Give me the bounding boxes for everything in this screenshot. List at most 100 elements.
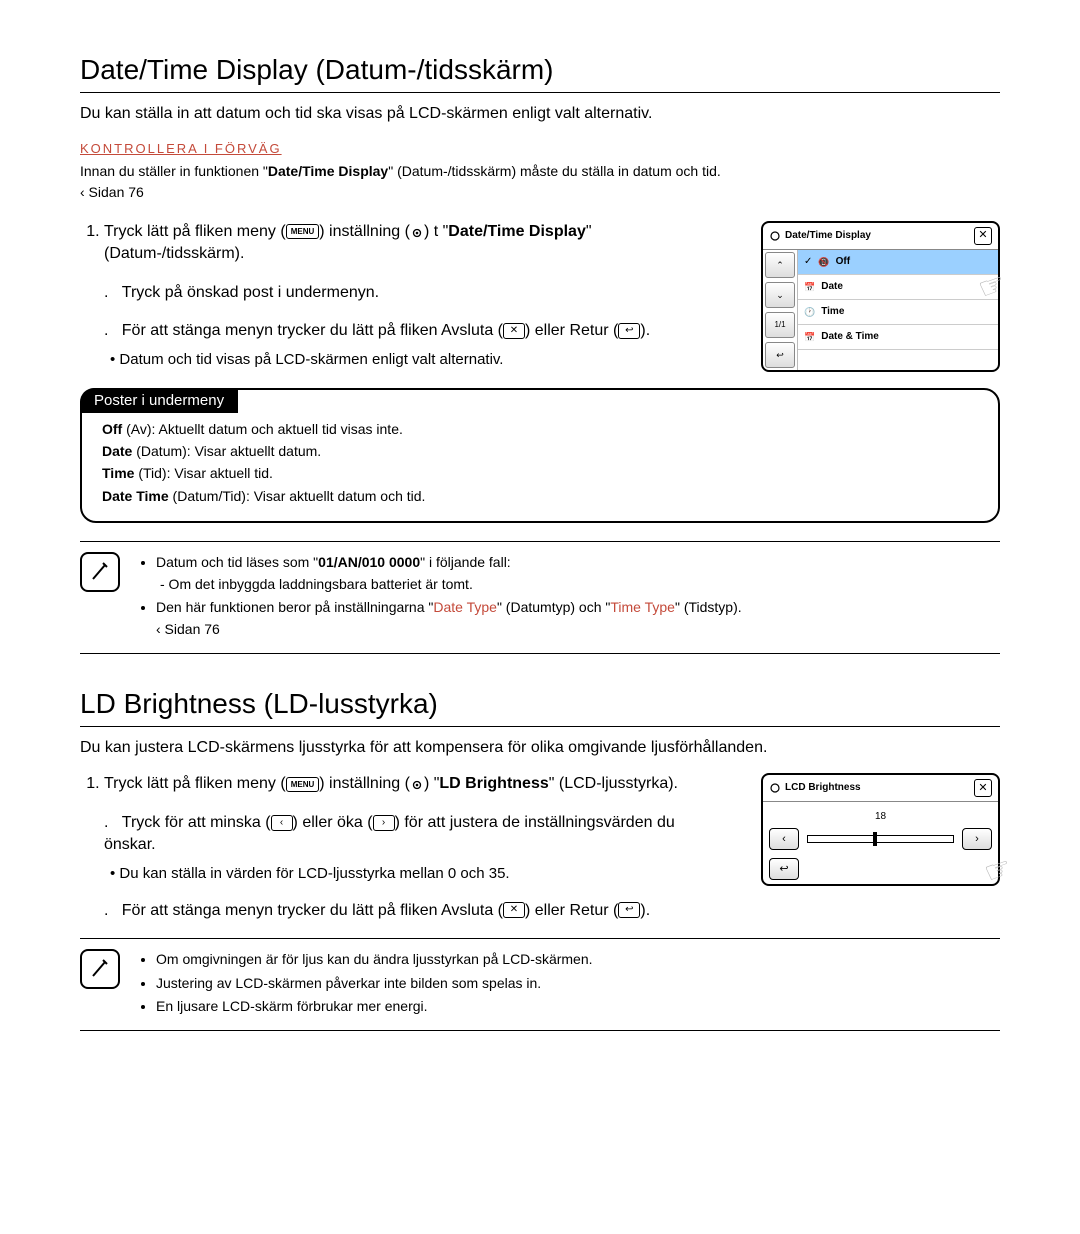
section-heading-brightness: LD Brightness (LD-lusstyrka) (80, 684, 1000, 727)
close-icon: ✕ (503, 323, 525, 339)
gear-icon (769, 230, 781, 242)
submenu-box: Poster i undermeny Off (Av): Aktuellt da… (80, 388, 1000, 524)
n2a: Den här funktionen beror på inställninga… (156, 599, 433, 615)
menu-icon: MENU (286, 224, 320, 239)
screen-row-off[interactable]: ✓ 📵 Off (798, 250, 998, 275)
screen-row-date[interactable]: 📅 Date (798, 275, 998, 300)
note-icon (80, 949, 120, 989)
s1step1-a: Tryck lätt på fliken meny ( (104, 223, 286, 240)
n2e: " (Tidstyp). (675, 599, 742, 615)
s1step1-c: ) t " (424, 223, 448, 240)
s1step2-text: Tryck på önskad post i undermenyn. (122, 284, 379, 301)
precheck-text-c: " (Datum-/tidsskärm) måste du ställa in … (388, 163, 721, 179)
menu-icon: MENU (286, 777, 320, 792)
section1-step3-bullet: Datum och tid visas på LCD-skärmen enlig… (104, 349, 730, 370)
note-icon (80, 552, 120, 592)
s1step3-a: För att stänga menyn trycker du lätt på … (122, 322, 503, 339)
sub-dt-b: Date Time (102, 488, 169, 504)
s2-note-item-2: Justering av LCD-skärmen påverkar inte b… (156, 973, 593, 995)
sub-off-b: Off (102, 421, 122, 437)
precheck-text-a: Innan du ställer in funktionen " (80, 163, 268, 179)
sub-time-r: (Tid): Visar aktuell tid. (134, 465, 273, 481)
section1-note-box: Datum och tid läses som "01/AN/010 0000"… (80, 541, 1000, 654)
note1-line1: Datum och tid läses som "01/AN/010 0000"… (156, 552, 742, 595)
brightness-slider[interactable] (807, 835, 954, 843)
decrease-button[interactable]: ‹ (769, 828, 799, 850)
section2-intro: Du kan justera LCD-skärmens ljusstyrka f… (80, 737, 1000, 759)
return-icon: ↩ (618, 902, 640, 918)
row-off-label: Off (836, 255, 850, 269)
gear-icon (769, 782, 781, 794)
screen-title: Date/Time Display (785, 229, 871, 243)
s2step1-a: Tryck lätt på fliken meny ( (104, 775, 286, 792)
row-time-label: Time (821, 305, 844, 319)
section2-step2: . Tryck för att minska (‹) eller öka (›)… (80, 812, 730, 884)
section-heading-datetime: Date/Time Display (Datum-/tidsskärm) (80, 50, 1000, 93)
n2c: " (Datumtyp) och " (497, 599, 610, 615)
gear-icon (410, 777, 424, 791)
note1-line2: Den här funktionen beror på inställninga… (156, 597, 742, 640)
up-button[interactable]: ⌃ (765, 252, 795, 278)
s2step2-a: Tryck för att minska ( (122, 814, 271, 831)
section2-step2-bullet: Du kan ställa in värden för LCD-ljusstyr… (104, 863, 730, 884)
screen-row-datetime[interactable]: 📅 Date & Time (798, 325, 998, 350)
section1-step3: . För att stänga menyn trycker du lätt p… (80, 320, 730, 369)
section2-step1: Tryck lätt på fliken meny (MENU) inställ… (104, 773, 730, 795)
precheck-text: Innan du ställer in funktionen "Date/Tim… (80, 162, 1000, 182)
brightness-value: 18 (769, 810, 992, 824)
row-dt-label: Date & Time (821, 330, 879, 344)
s2step3-b: ) eller Retur ( (525, 902, 618, 919)
close-button[interactable]: ✕ (974, 779, 992, 797)
close-button[interactable]: ✕ (974, 227, 992, 245)
n1c: " i följande fall: (420, 554, 511, 570)
s2step1-e: " (LCD-ljusstyrka). (549, 775, 678, 792)
sub-off-r: (Av): Aktuellt datum och aktuell tid vis… (122, 421, 403, 437)
section1-intro: Du kan ställa in att datum och tid ska v… (80, 103, 1000, 125)
s1step1-d: Date/Time Display (448, 223, 586, 240)
sub-date-r: (Datum): Visar aktuellt datum. (132, 443, 321, 459)
s2step3-c: ). (640, 902, 650, 919)
row-date-label: Date (821, 280, 843, 294)
section1-step1: Tryck lätt på fliken meny (MENU) inställ… (104, 221, 730, 266)
gear-icon (410, 225, 424, 239)
submenu-label: Poster i undermeny (80, 388, 238, 413)
n1b: 01/AN/010 0000 (318, 554, 420, 570)
submenu-items: Off (Av): Aktuellt datum och aktuell tid… (102, 418, 978, 508)
return-button[interactable]: ↩ (765, 342, 795, 368)
increase-button[interactable]: › (962, 828, 992, 850)
s2-note-item-3: En ljusare LCD-skärm förbrukar mer energ… (156, 996, 593, 1018)
brightness-screen-mock: LCD Brightness ✕ 18 ‹ › ↩ ☞ (761, 773, 1000, 886)
sub-time-b: Time (102, 465, 134, 481)
s2step2-b: ) eller öka ( (293, 814, 373, 831)
precheck-label: KONTROLLERA I FÖRVÄG (80, 140, 1000, 158)
close-icon: ✕ (503, 902, 525, 918)
s1step3-b: ) eller Retur ( (525, 322, 618, 339)
page-indicator: 1/1 (765, 312, 795, 338)
hand-pointer-icon: ☞ (979, 847, 1019, 896)
s1step3-c: ). (640, 322, 650, 339)
n2d: Time Type (610, 599, 675, 615)
note1-sub: - Om det inbyggda laddningsbara batterie… (156, 574, 742, 596)
precheck-text-b: Date/Time Display (268, 163, 388, 179)
sub-date-b: Date (102, 443, 132, 459)
precheck-pageref: ‹ Sidan 76 (80, 183, 1000, 203)
s2-note-item-1: Om omgivningen är för ljus kan du ändra … (156, 949, 593, 971)
section2-step3: . För att stänga menyn trycker du lätt p… (80, 900, 730, 922)
return-icon: ↩ (618, 323, 640, 339)
left-arrow-icon: ‹ (271, 815, 293, 831)
sub-dt-r: (Datum/Tid): Visar aktuellt datum och ti… (169, 488, 426, 504)
s1step1-b: ) inställning ( (319, 223, 410, 240)
return-button[interactable]: ↩ (769, 858, 799, 880)
s2step1-d: LD Brightness (439, 775, 548, 792)
s2step1-c: ) " (424, 775, 439, 792)
down-button[interactable]: ⌄ (765, 282, 795, 308)
section2-note-box: Om omgivningen är för ljus kan du ändra … (80, 938, 1000, 1031)
section1-step2: . Tryck på önskad post i undermenyn. (80, 282, 730, 304)
n1a: Datum och tid läses som " (156, 554, 318, 570)
note2-pageref: ‹ Sidan 76 (156, 619, 742, 641)
screen-row-time[interactable]: 🕐 Time (798, 300, 998, 325)
datetime-screen-mock: Date/Time Display ✕ ⌃ ⌄ 1/1 ↩ ✓ 📵 Off 📅 … (761, 221, 1000, 372)
s2step1-b: ) inställning ( (319, 775, 410, 792)
right-arrow-icon: › (373, 815, 395, 831)
s2step3-a: För att stänga menyn trycker du lätt på … (122, 902, 503, 919)
